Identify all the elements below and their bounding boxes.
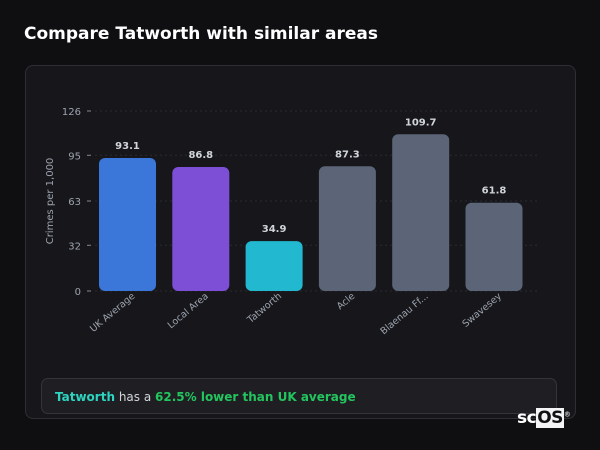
callout-highlight: 62.5% lower than UK average [155, 390, 356, 404]
bar[interactable] [245, 241, 303, 291]
bar-value-label: 93.1 [115, 141, 140, 152]
bar-value-label: 87.3 [335, 149, 360, 160]
y-tick-label: 0 [75, 287, 81, 298]
bar[interactable] [318, 166, 376, 291]
bar[interactable] [172, 167, 230, 291]
bar[interactable] [99, 158, 156, 291]
x-tick-label: Swavesey [460, 291, 504, 330]
bar-value-label: 34.9 [262, 224, 287, 235]
comparison-callout: Tatworth has a 62.5% lower than UK avera… [41, 378, 557, 414]
y-tick-label: 95 [68, 151, 81, 162]
bar[interactable] [465, 202, 523, 291]
x-tick-label: UK Average [88, 291, 137, 335]
x-tick-label: Local Area [166, 291, 211, 331]
bar[interactable] [392, 134, 450, 291]
scos-logo: scOS® [517, 408, 571, 428]
page-title: Compare Tatworth with similar areas [24, 24, 379, 44]
x-tick-label: Acle [335, 291, 358, 312]
bar-value-label: 61.8 [482, 186, 507, 197]
callout-text: has a [115, 390, 156, 404]
bar-value-label: 109.7 [405, 117, 437, 128]
x-tick-label: Tatworth [245, 291, 284, 326]
y-tick-label: 126 [62, 107, 81, 118]
callout-place: Tatworth [55, 390, 115, 404]
y-tick-label: 63 [68, 197, 81, 208]
y-tick-label: 32 [68, 241, 81, 252]
bar-value-label: 86.8 [188, 150, 213, 161]
x-tick-label: Blaenau Ff... [378, 291, 430, 337]
y-axis-label: Crimes per 1,000 [45, 158, 56, 245]
